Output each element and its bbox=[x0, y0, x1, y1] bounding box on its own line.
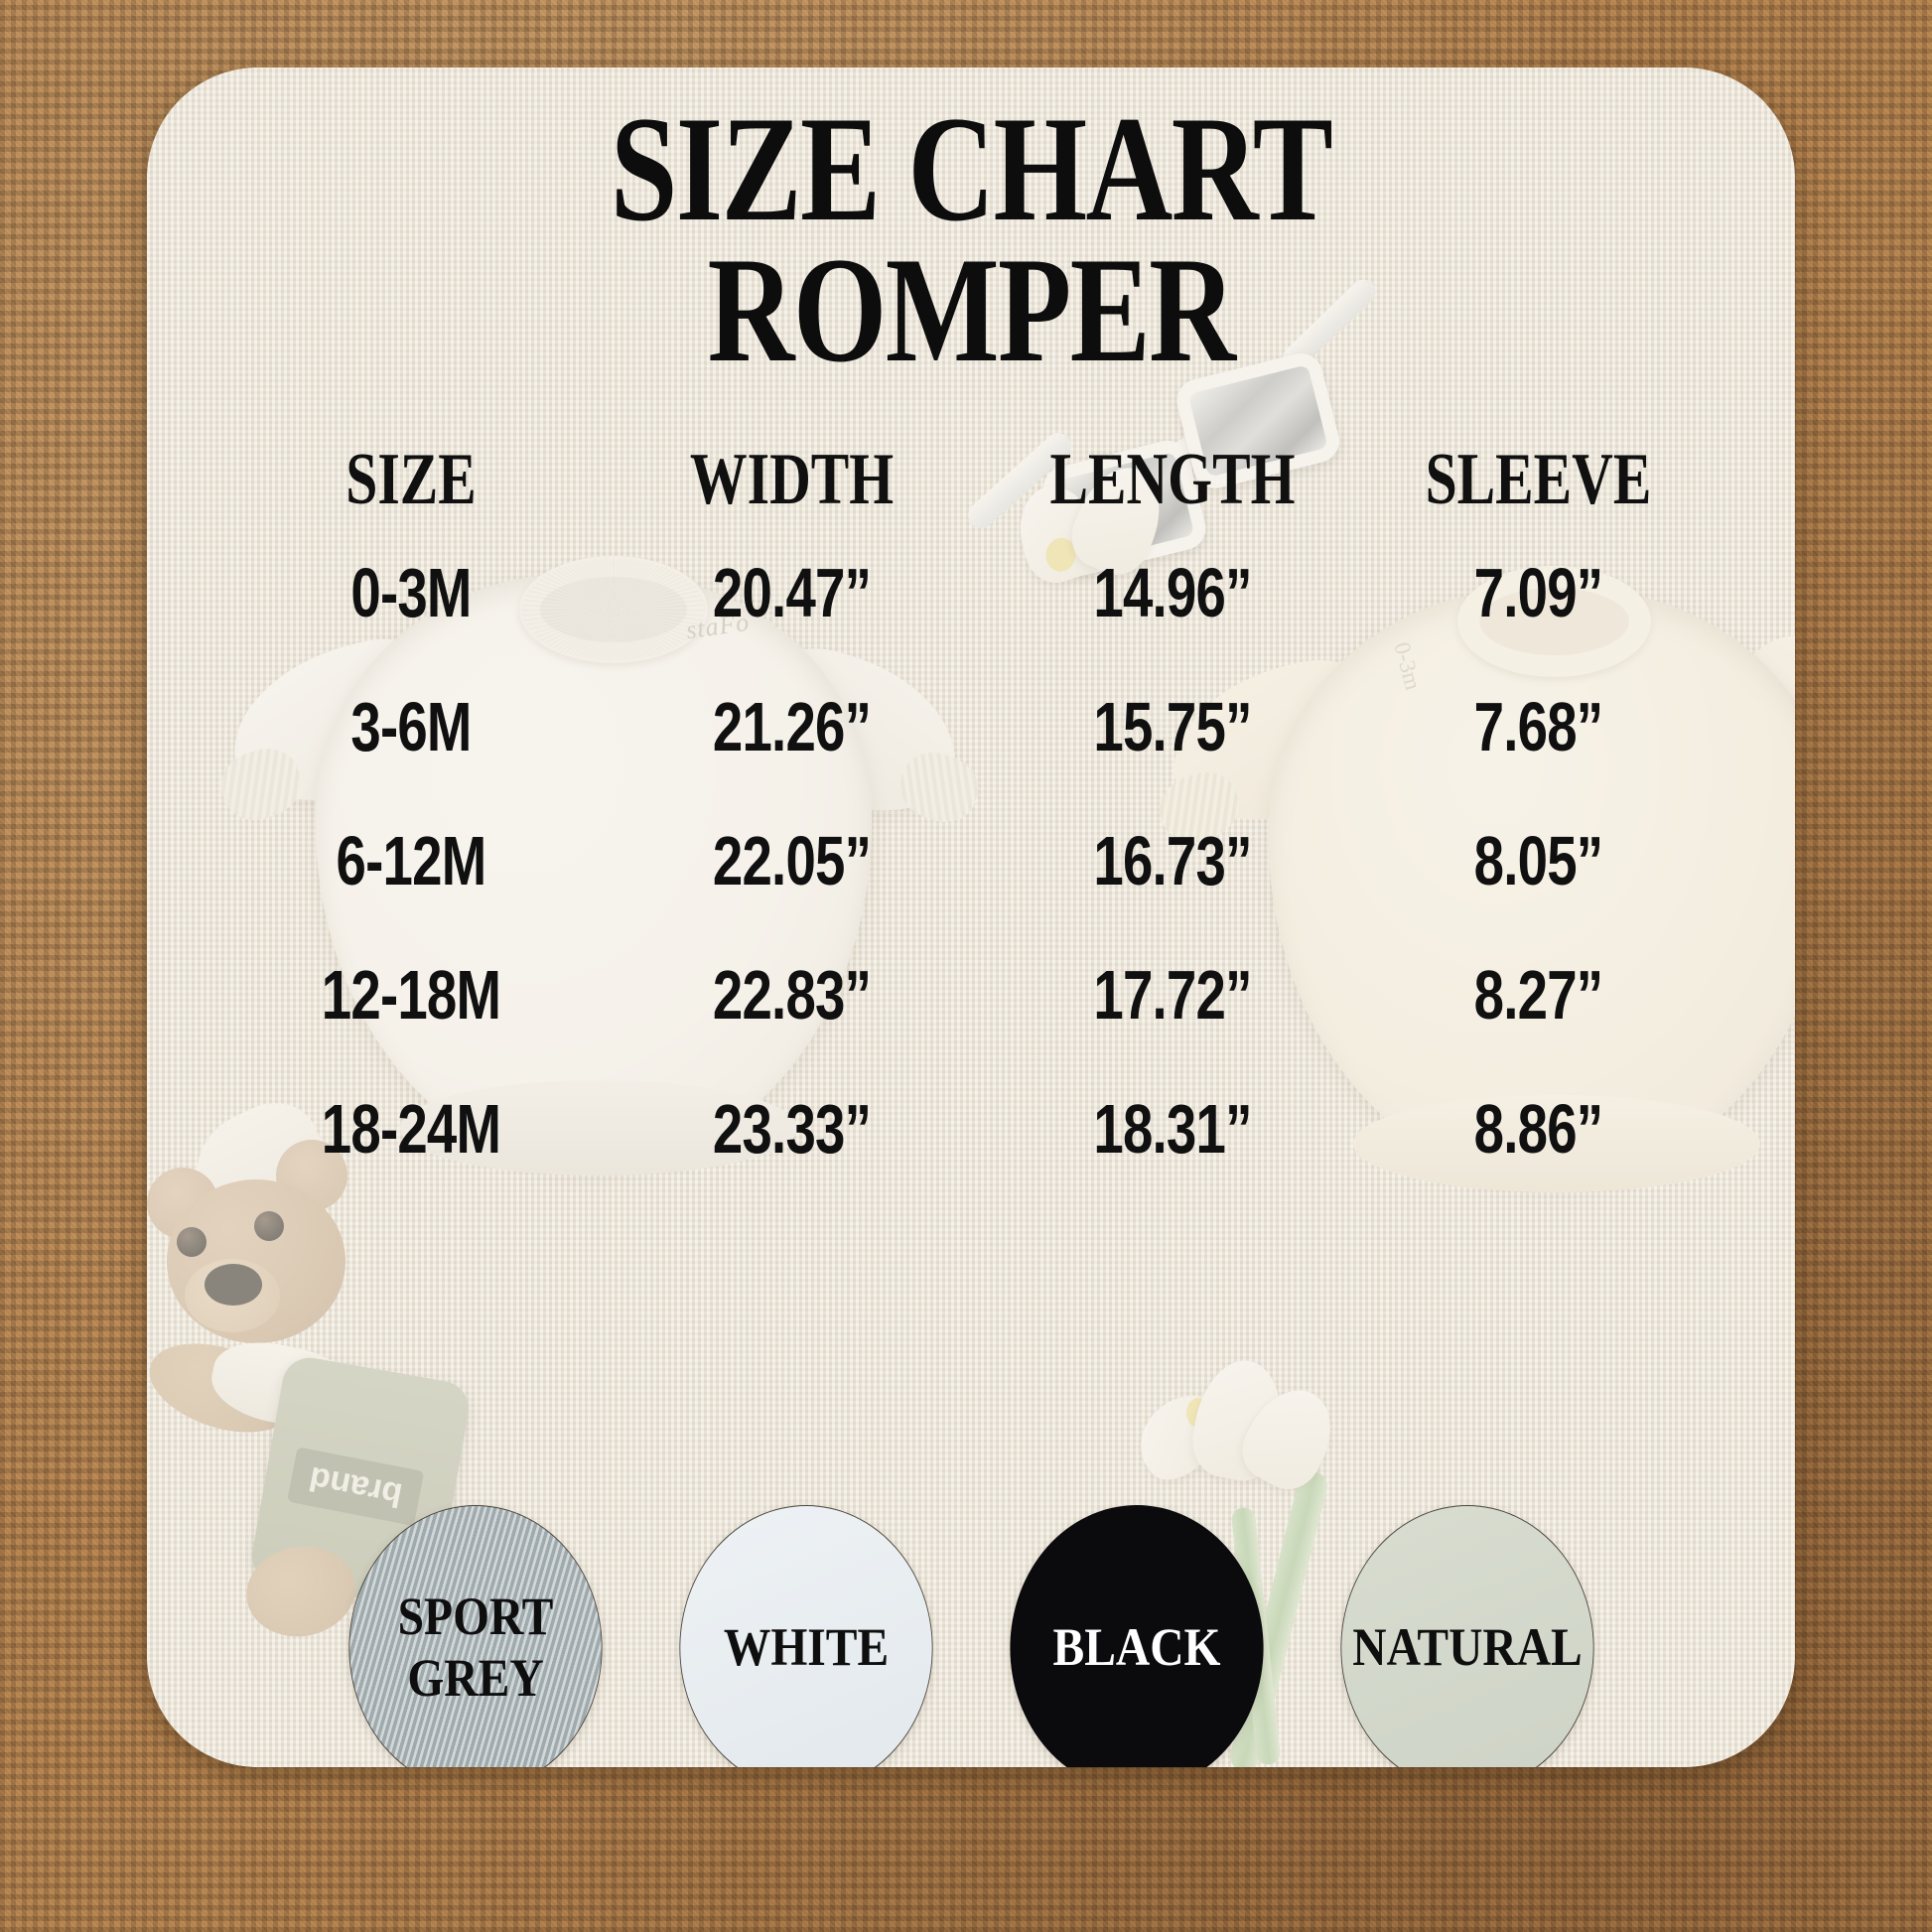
table-header-length: LENGTH bbox=[1049, 439, 1296, 520]
page-title-line-2: ROMPER bbox=[707, 226, 1236, 393]
chart-content: SIZE CHART ROMPER SIZE WIDTH LENGTH SLEE… bbox=[147, 68, 1795, 1767]
table-header-width: WIDTH bbox=[689, 439, 895, 520]
table-row: 3-6M 21.26” 15.75” 7.68” bbox=[224, 660, 1718, 794]
cell-sleeve: 8.86” bbox=[1473, 1090, 1603, 1168]
cell-length: 17.72” bbox=[1093, 956, 1252, 1034]
table-row: 0-3M 20.47” 14.96” 7.09” bbox=[224, 526, 1718, 660]
page-title-line-1: SIZE CHART bbox=[610, 85, 1333, 252]
table-header-sleeve: SLEEVE bbox=[1425, 439, 1652, 520]
table-row: 6-12M 22.05” 16.73” 8.05” bbox=[224, 794, 1718, 928]
color-swatch-white[interactable]: WHITE bbox=[678, 1505, 933, 1767]
size-chart-card: staFo 0-3m bbox=[147, 68, 1795, 1767]
size-table: SIZE WIDTH LENGTH SLEEVE 0-3M 20.47” 14.… bbox=[224, 433, 1718, 1196]
cell-length: 16.73” bbox=[1093, 822, 1252, 899]
swatch-label-line-1: NATURAL bbox=[1351, 1617, 1583, 1678]
cell-width: 23.33” bbox=[712, 1090, 872, 1168]
cell-width: 22.05” bbox=[712, 822, 872, 899]
swatch-label-line-1: WHITE bbox=[723, 1617, 889, 1678]
swatch-label-line-1: SPORT bbox=[397, 1587, 553, 1647]
cell-sleeve: 8.05” bbox=[1473, 822, 1603, 899]
swatch-label-line-1: BLACK bbox=[1051, 1617, 1220, 1678]
cell-sleeve: 8.27” bbox=[1473, 956, 1603, 1034]
table-header-row: SIZE WIDTH LENGTH SLEEVE bbox=[224, 433, 1718, 526]
cell-size: 3-6M bbox=[350, 688, 472, 765]
cell-size: 12-18M bbox=[321, 956, 501, 1034]
color-swatch-row: SPORT GREY WHITE BLACK NATURAL bbox=[147, 1505, 1795, 1767]
cell-size: 0-3M bbox=[350, 554, 472, 631]
cell-length: 15.75” bbox=[1093, 688, 1252, 765]
swatch-label-line-2: GREY bbox=[406, 1648, 544, 1708]
color-swatch-sport-grey[interactable]: SPORT GREY bbox=[347, 1505, 603, 1767]
cell-length: 18.31” bbox=[1093, 1090, 1252, 1168]
cell-sleeve: 7.09” bbox=[1473, 554, 1603, 631]
cell-size: 18-24M bbox=[321, 1090, 501, 1168]
table-header-size: SIZE bbox=[345, 439, 477, 520]
color-swatch-natural[interactable]: NATURAL bbox=[1339, 1505, 1594, 1767]
cell-length: 14.96” bbox=[1093, 554, 1252, 631]
color-swatch-black[interactable]: BLACK bbox=[1009, 1505, 1264, 1767]
cell-sleeve: 7.68” bbox=[1473, 688, 1603, 765]
cell-width: 20.47” bbox=[712, 554, 872, 631]
cell-width: 22.83” bbox=[712, 956, 872, 1034]
cell-size: 6-12M bbox=[336, 822, 487, 899]
table-row: 18-24M 23.33” 18.31” 8.86” bbox=[224, 1062, 1718, 1196]
table-row: 12-18M 22.83” 17.72” 8.27” bbox=[224, 928, 1718, 1062]
cell-width: 21.26” bbox=[712, 688, 872, 765]
